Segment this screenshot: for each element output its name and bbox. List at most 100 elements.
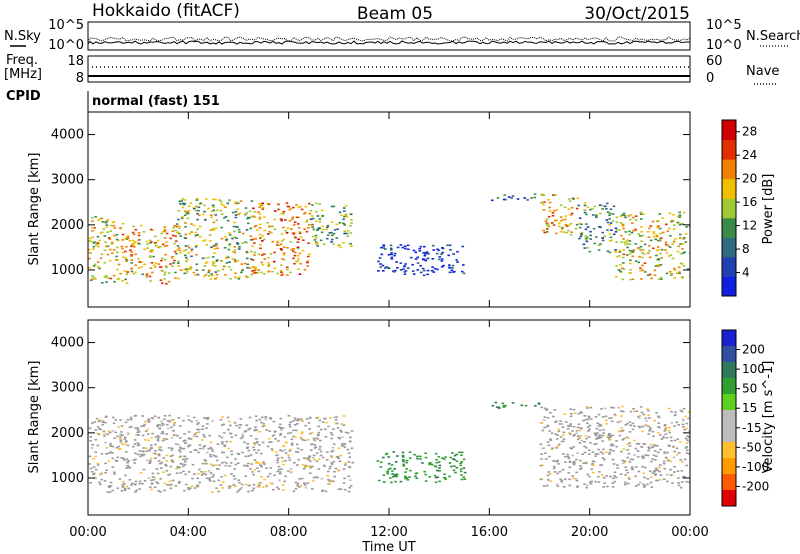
velocity-cell (309, 449, 313, 451)
power-cell (281, 273, 284, 275)
power-cell (92, 248, 95, 250)
power-cell (423, 245, 426, 248)
power-cell (188, 205, 191, 208)
velocity-cell (571, 475, 574, 477)
power-cell (299, 262, 302, 265)
velocity-cell (316, 476, 319, 479)
velocity-cell (94, 451, 97, 453)
velocity-cell (168, 420, 171, 423)
velocity-cell (253, 443, 257, 446)
power-cell (309, 209, 313, 212)
velocity-colorbar-swatch (722, 362, 736, 379)
velocity-cell (139, 471, 143, 474)
velocity-cell (615, 440, 618, 442)
power-cell (677, 245, 681, 248)
velocity-cell (240, 483, 244, 486)
velocity-cell (221, 424, 224, 426)
velocity-cell (635, 466, 638, 468)
velocity-cell (211, 450, 214, 452)
velocity-cell (158, 448, 161, 451)
velocity-cell (259, 481, 262, 484)
velocity-cell (211, 420, 214, 422)
power-cell (251, 270, 254, 272)
power-cell (441, 251, 444, 254)
velocity-cell (170, 437, 174, 439)
velocity-cell (335, 422, 339, 425)
velocity-cell (267, 437, 271, 440)
power-cell (212, 206, 215, 208)
velocity-cell (221, 481, 225, 483)
velocity-cell (318, 448, 321, 451)
velocity-cell (126, 432, 130, 434)
power-cell (184, 254, 187, 257)
velocity-cell (594, 416, 598, 418)
power-cell (299, 236, 303, 238)
velocity-cell (399, 480, 403, 483)
velocity-cell (610, 443, 614, 445)
velocity-cell (629, 458, 633, 461)
velocity-cell (257, 449, 260, 451)
velocity-cell (306, 457, 310, 459)
power-cell (557, 222, 561, 225)
power-cell (547, 215, 551, 218)
velocity-cell (378, 479, 381, 482)
power-cell (88, 237, 92, 240)
velocity-cell (583, 414, 586, 417)
power-cell (647, 252, 650, 254)
velocity-cell (651, 446, 655, 448)
power-cell (130, 267, 134, 270)
power-cell (664, 249, 667, 251)
velocity-cell (122, 483, 126, 485)
velocity-cell (317, 458, 321, 460)
power-cell (618, 251, 622, 253)
power-cell (666, 230, 670, 233)
velocity-cell (686, 449, 689, 452)
velocity-cell (290, 444, 294, 446)
velocity-cell (275, 454, 278, 457)
velocity-cell (321, 421, 325, 423)
velocity-cell (88, 463, 91, 465)
velocity-cell (561, 469, 565, 471)
velocity-cell (647, 414, 651, 417)
velocity-cell (291, 420, 295, 422)
velocity-cell (90, 447, 94, 449)
velocity-cell (258, 431, 261, 433)
velocity-cell (299, 484, 303, 487)
power-cell (133, 246, 136, 248)
velocity-cell (659, 448, 662, 451)
velocity-cell (663, 451, 666, 453)
velocity-cell (125, 451, 128, 453)
power-cell (612, 205, 616, 208)
velocity-cell (498, 407, 501, 409)
power-cell (570, 231, 573, 233)
velocity-cell (575, 430, 579, 432)
velocity-cell (164, 463, 167, 466)
power-cell (115, 246, 119, 249)
velocity-cell (334, 419, 338, 421)
power-cell (157, 246, 160, 249)
power-cell (290, 228, 293, 230)
power-cell (622, 212, 626, 215)
velocity-cell (148, 462, 151, 464)
power-cell (113, 227, 117, 229)
power-cell (316, 229, 319, 231)
power-cell (270, 231, 273, 234)
power-cell (282, 258, 286, 261)
velocity-cell (149, 457, 153, 460)
power-cell (96, 261, 100, 263)
velocity-cell (665, 473, 669, 476)
power-cell (238, 212, 242, 215)
velocity-cell (586, 407, 589, 409)
power-cell (192, 224, 196, 227)
power-cell (196, 234, 199, 236)
velocity-cell (152, 479, 156, 481)
velocity-cell (302, 467, 306, 470)
velocity-cell (287, 432, 290, 435)
power-cell (438, 258, 441, 261)
velocity-cell (315, 417, 318, 419)
power-cell (171, 234, 175, 237)
velocity-cell (405, 461, 408, 464)
velocity-cell (601, 416, 605, 418)
velocity-cell (109, 481, 113, 484)
power-cell (148, 255, 152, 257)
